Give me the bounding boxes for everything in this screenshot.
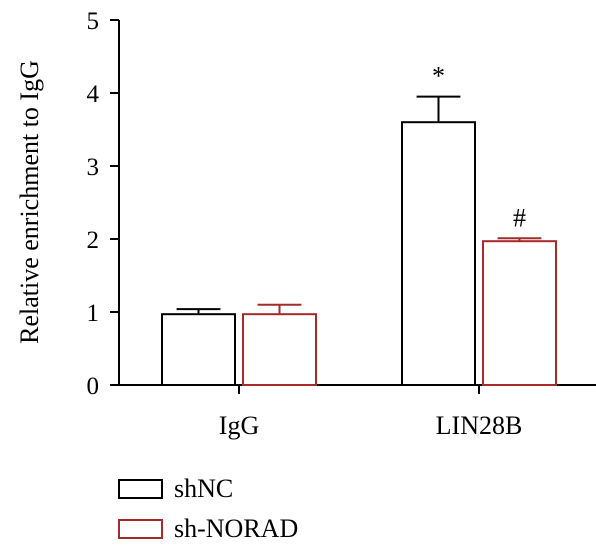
y-tick-label: 2 [87, 227, 100, 254]
legend: shNC sh-NORAD [118, 474, 298, 543]
x-tick-label: IgG [219, 411, 259, 440]
y-tick-label: 5 [87, 8, 100, 35]
y-tick-label: 4 [87, 81, 100, 108]
significance-marker: * [432, 62, 445, 91]
legend-label: sh-NORAD [174, 514, 298, 543]
legend-label: shNC [174, 474, 233, 503]
legend-swatch [118, 519, 163, 539]
x-tick-label: LIN28B [436, 411, 523, 440]
bar-sh-norad-igg [242, 313, 317, 386]
bar-shnc-igg [161, 313, 236, 386]
legend-swatch [118, 479, 163, 499]
y-tick-label: 1 [87, 300, 100, 327]
y-tick-label: 0 [87, 373, 100, 400]
significance-marker: # [513, 203, 526, 232]
bar-shnc-lin28b [401, 121, 476, 386]
plot-area: 0 1 2 3 4 5 IgG LIN28B * # [87, 8, 596, 440]
y-tick-label: 3 [87, 154, 100, 181]
bar-sh-norad-lin28b [482, 240, 557, 386]
y-axis-label: Relative enrichment to IgG [15, 60, 44, 344]
